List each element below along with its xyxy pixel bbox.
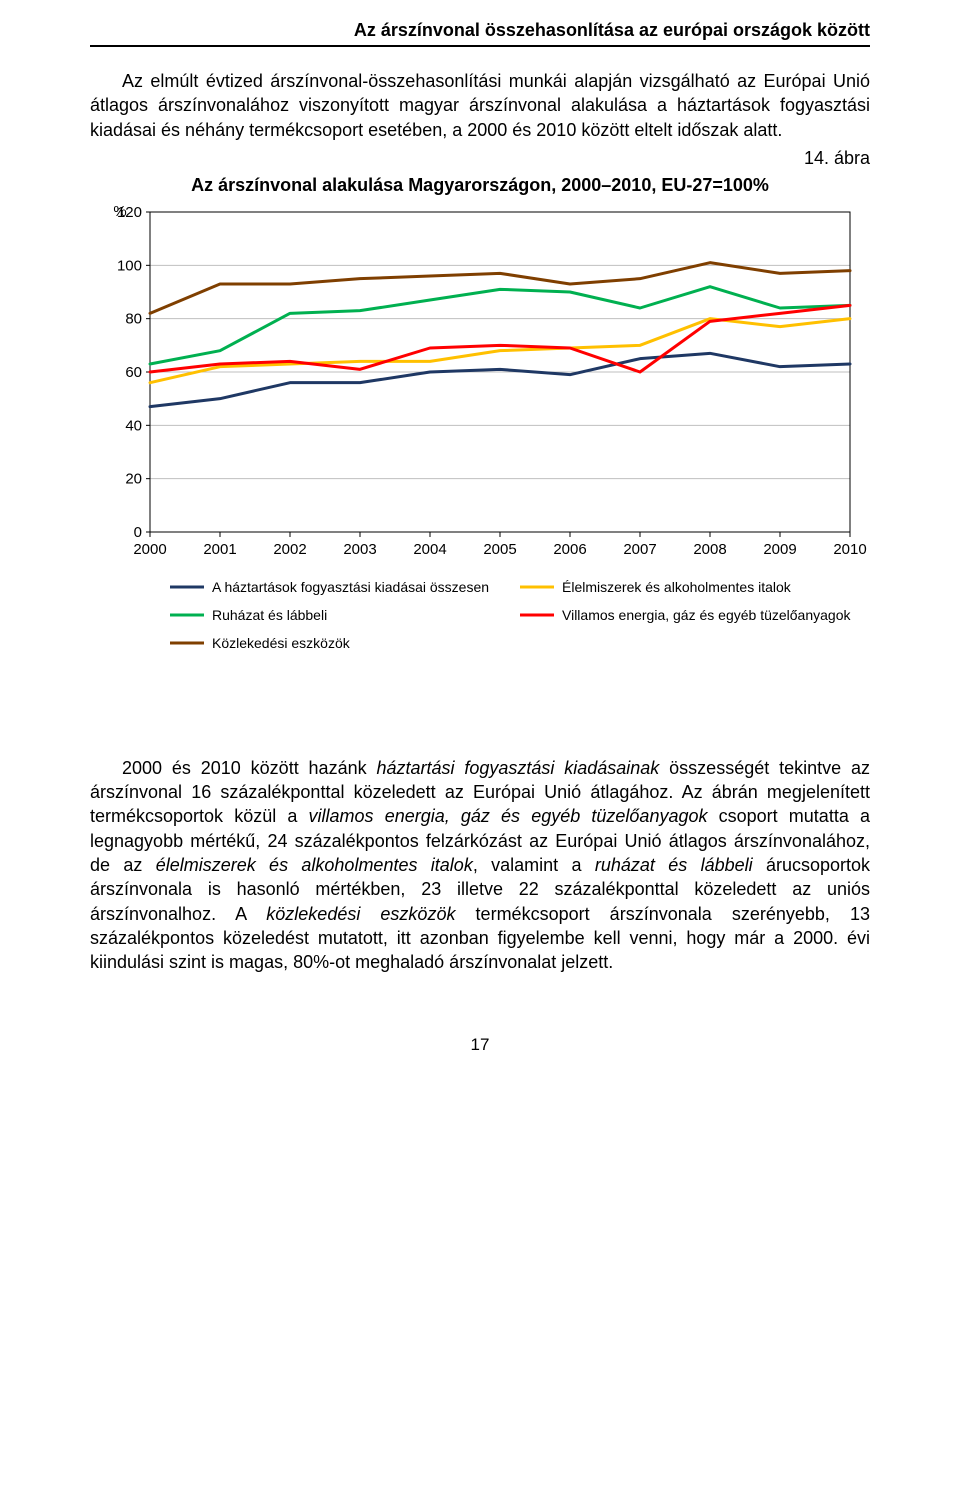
- svg-text:2002: 2002: [273, 541, 306, 558]
- svg-text:2010: 2010: [833, 541, 866, 558]
- svg-text:2009: 2009: [763, 541, 796, 558]
- svg-text:2008: 2008: [693, 541, 726, 558]
- svg-text:Villamos energia, gáz és egyéb: Villamos energia, gáz és egyéb tüzelőany…: [562, 607, 851, 623]
- paragraph-2: 2000 és 2010 között hazánk háztartási fo…: [90, 756, 870, 975]
- page-container: Az árszínvonal összehasonlítása az európ…: [0, 0, 960, 1085]
- svg-text:2004: 2004: [413, 541, 446, 558]
- svg-text:0: 0: [134, 524, 142, 541]
- svg-text:2007: 2007: [623, 541, 656, 558]
- svg-text:40: 40: [125, 417, 142, 434]
- svg-text:20: 20: [125, 471, 142, 488]
- svg-text:2000: 2000: [133, 541, 166, 558]
- page-number: 17: [90, 1035, 870, 1055]
- chart-svg: %020406080100120200020012002200320042005…: [90, 202, 870, 742]
- svg-text:2001: 2001: [203, 541, 236, 558]
- svg-text:120: 120: [117, 204, 142, 221]
- paragraph-1: Az elmúlt évtized árszínvonal-összehason…: [90, 69, 870, 142]
- page-header-title: Az árszínvonal összehasonlítása az európ…: [90, 20, 870, 47]
- chart-title: Az árszínvonal alakulása Magyarországon,…: [90, 175, 870, 196]
- svg-text:2006: 2006: [553, 541, 586, 558]
- svg-text:60: 60: [125, 364, 142, 381]
- svg-text:2005: 2005: [483, 541, 516, 558]
- svg-text:Élelmiszerek és alkoholmentes: Élelmiszerek és alkoholmentes italok: [562, 579, 792, 595]
- svg-text:2003: 2003: [343, 541, 376, 558]
- svg-text:Közlekedési eszközök: Közlekedési eszközök: [212, 635, 351, 651]
- svg-text:100: 100: [117, 257, 142, 274]
- svg-text:A háztartások fogyasztási kiad: A háztartások fogyasztási kiadásai össze…: [212, 579, 489, 595]
- svg-text:Ruházat és lábbeli: Ruházat és lábbeli: [212, 607, 327, 623]
- figure-label: 14. ábra: [90, 148, 870, 169]
- svg-text:80: 80: [125, 311, 142, 328]
- line-chart: %020406080100120200020012002200320042005…: [90, 202, 870, 742]
